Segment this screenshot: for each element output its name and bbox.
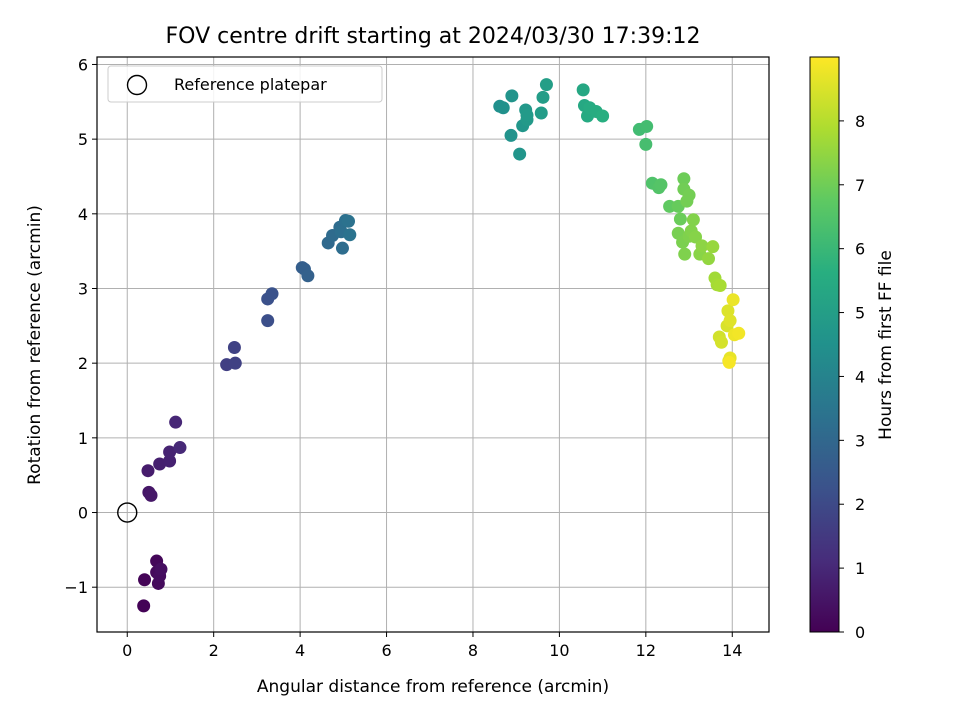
colorbar-tick-label: 0 [855, 623, 865, 642]
data-point [137, 599, 151, 613]
data-point [701, 252, 715, 266]
data-point [169, 415, 183, 429]
data-point [639, 137, 653, 151]
colorbar: 0 1 2 3 4 5 6 7 8 Hours from first FF file [809, 56, 896, 642]
data-point [163, 445, 177, 459]
y-tick-label: 6 [78, 55, 88, 74]
plot-area-frame [96, 56, 770, 633]
x-tick-label: 8 [468, 641, 478, 660]
colorbar-gradient [809, 56, 840, 633]
colorbar-tick-label: 5 [855, 304, 865, 323]
chart-title: FOV centre drift starting at 2024/03/30 … [166, 24, 701, 49]
y-tick-label: 0 [78, 504, 88, 523]
data-point [335, 241, 349, 255]
data-point [228, 356, 242, 370]
data-point [141, 464, 155, 478]
x-tick-label: 0 [122, 641, 132, 660]
legend-marker-icon [126, 74, 148, 96]
data-point [576, 83, 590, 97]
data-point [163, 454, 177, 468]
data-point [173, 441, 187, 455]
reference-platepar-marker [117, 502, 138, 523]
grid [97, 57, 769, 632]
data-point [722, 355, 736, 369]
data-point [678, 247, 692, 261]
data-point [144, 488, 158, 502]
data-point [496, 101, 510, 115]
x-tick-label: 10 [549, 641, 569, 660]
data-point [654, 178, 668, 192]
x-axis-ticks: 0 2 4 6 8 10 12 14 [122, 632, 742, 660]
x-tick-label: 2 [209, 641, 219, 660]
y-axis-ticks: −1 0 1 2 3 4 5 6 [64, 55, 97, 597]
data-point [301, 269, 315, 283]
data-point [689, 230, 703, 244]
legend-label: Reference platepar [174, 75, 327, 94]
y-axis-label: Rotation from reference (arcmin) [25, 205, 45, 485]
x-tick-label: 12 [636, 641, 656, 660]
data-point [723, 314, 737, 328]
colorbar-tick-label: 4 [855, 367, 865, 386]
data-point [732, 326, 746, 340]
colorbar-tick-label: 1 [855, 559, 865, 578]
y-tick-label: 5 [78, 130, 88, 149]
data-point [138, 573, 152, 587]
data-point [721, 304, 735, 318]
data-point [596, 109, 610, 123]
data-point [682, 188, 696, 202]
data-point [265, 287, 279, 301]
data-point [640, 119, 654, 133]
data-point [227, 340, 241, 354]
legend: Reference platepar [107, 65, 383, 103]
data-point [677, 172, 691, 186]
y-tick-label: 4 [78, 205, 88, 224]
y-tick-label: 2 [78, 354, 88, 373]
data-point [343, 228, 357, 242]
data-point [261, 314, 275, 328]
data-point [686, 213, 700, 227]
colorbar-label: Hours from first FF file [876, 250, 896, 440]
data-point [695, 239, 709, 253]
data-point [504, 128, 518, 142]
data-point [154, 562, 168, 576]
data-point [513, 147, 527, 161]
colorbar-tick-label: 7 [855, 176, 865, 195]
colorbar-tick-label: 8 [855, 112, 865, 131]
x-axis-label: Angular distance from reference (arcmin) [257, 677, 609, 697]
x-tick-label: 6 [381, 641, 391, 660]
colorbar-tick-label: 3 [855, 431, 865, 450]
data-point [726, 293, 740, 307]
data-point [714, 335, 728, 349]
data-point [342, 214, 356, 228]
data-point [520, 108, 534, 122]
data-point [706, 240, 720, 254]
data-point [505, 89, 519, 103]
data-point [534, 106, 548, 120]
data-points [137, 78, 746, 613]
data-point [673, 212, 687, 226]
y-tick-label: 1 [78, 429, 88, 448]
data-point [536, 90, 550, 104]
data-point [539, 78, 553, 92]
x-tick-label: 4 [295, 641, 305, 660]
colorbar-tick-label: 2 [855, 495, 865, 514]
data-point [713, 279, 727, 293]
colorbar-tick-label: 6 [855, 240, 865, 259]
colorbar-ticks: 0 1 2 3 4 5 6 7 8 [839, 112, 865, 642]
y-tick-label: 3 [78, 279, 88, 298]
data-point [153, 457, 167, 471]
x-tick-label: 14 [722, 641, 742, 660]
y-tick-label: −1 [64, 578, 88, 597]
